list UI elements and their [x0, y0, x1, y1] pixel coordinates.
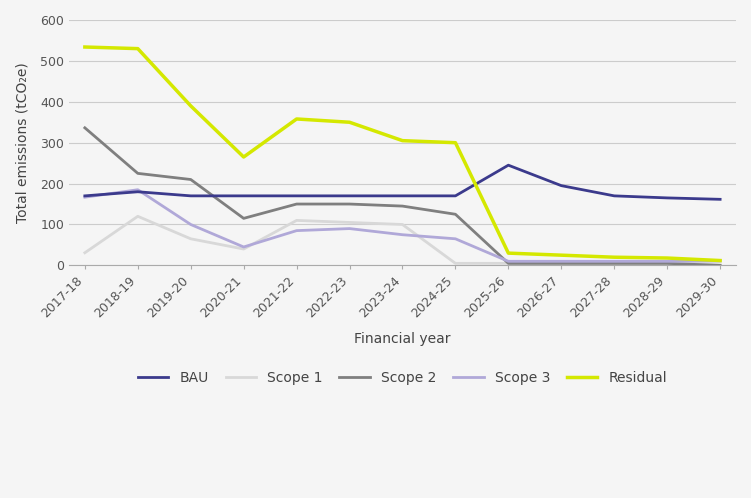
Residual [610, 254, 619, 260]
Residual [451, 140, 460, 146]
Scope 2 [398, 203, 407, 209]
Residual [239, 154, 248, 160]
Residual [80, 44, 89, 50]
Scope 2 [451, 211, 460, 217]
Y-axis label: Total emissions (tCO₂e): Total emissions (tCO₂e) [15, 62, 29, 223]
Residual [133, 46, 142, 52]
Scope 3 [133, 187, 142, 193]
Scope 3 [239, 244, 248, 250]
Scope 2 [292, 201, 301, 207]
BAU [239, 193, 248, 199]
Scope 3 [556, 258, 566, 264]
Scope 3 [662, 258, 671, 264]
Scope 1 [292, 218, 301, 224]
Scope 1 [556, 260, 566, 266]
Line: BAU: BAU [85, 165, 720, 199]
Scope 1 [451, 260, 460, 266]
Scope 3 [504, 258, 513, 264]
Scope 2 [239, 215, 248, 221]
Scope 3 [292, 228, 301, 234]
Scope 1 [133, 213, 142, 219]
Residual [556, 252, 566, 258]
Scope 2 [133, 170, 142, 176]
BAU [662, 195, 671, 201]
Scope 1 [504, 260, 513, 266]
Scope 3 [610, 258, 619, 264]
Line: Scope 2: Scope 2 [85, 128, 720, 265]
BAU [292, 193, 301, 199]
Scope 2 [345, 201, 354, 207]
Scope 3 [80, 194, 89, 200]
Scope 2 [716, 262, 725, 268]
Residual [504, 250, 513, 256]
Scope 1 [610, 260, 619, 266]
Scope 3 [345, 226, 354, 232]
Scope 2 [556, 260, 566, 266]
BAU [398, 193, 407, 199]
BAU [133, 189, 142, 195]
Line: Scope 3: Scope 3 [85, 190, 720, 261]
Scope 3 [451, 236, 460, 242]
BAU [451, 193, 460, 199]
Scope 1 [398, 222, 407, 228]
BAU [716, 196, 725, 202]
BAU [345, 193, 354, 199]
Scope 2 [662, 260, 671, 266]
BAU [556, 183, 566, 189]
X-axis label: Financial year: Financial year [354, 332, 451, 346]
Scope 1 [239, 246, 248, 252]
Scope 1 [716, 262, 725, 268]
Scope 2 [80, 125, 89, 131]
Scope 1 [662, 260, 671, 266]
Scope 1 [186, 236, 195, 242]
Scope 1 [345, 220, 354, 226]
Legend: BAU, Scope 1, Scope 2, Scope 3, Residual: BAU, Scope 1, Scope 2, Scope 3, Residual [132, 366, 673, 391]
BAU [186, 193, 195, 199]
BAU [610, 193, 619, 199]
BAU [80, 193, 89, 199]
Scope 2 [610, 260, 619, 266]
Residual [662, 255, 671, 261]
Line: Scope 1: Scope 1 [85, 216, 720, 265]
Residual [292, 116, 301, 122]
Scope 2 [504, 260, 513, 266]
Residual [398, 137, 407, 143]
Residual [716, 257, 725, 263]
Scope 2 [186, 176, 195, 182]
Scope 3 [716, 258, 725, 264]
Scope 3 [398, 232, 407, 238]
Residual [345, 119, 354, 125]
Residual [186, 103, 195, 109]
Scope 1 [80, 250, 89, 256]
Scope 3 [186, 222, 195, 228]
Line: Residual: Residual [85, 47, 720, 260]
BAU [504, 162, 513, 168]
